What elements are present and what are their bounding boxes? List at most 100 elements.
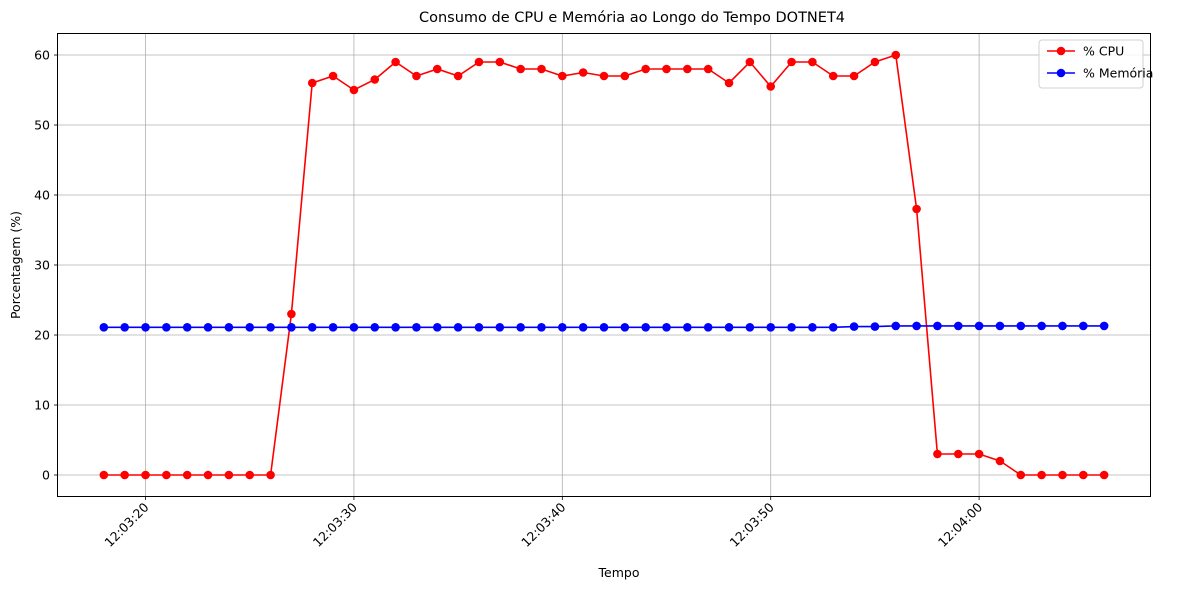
data-point: [245, 470, 255, 480]
data-point: [974, 321, 984, 331]
data-point: [1079, 321, 1088, 331]
data-point: [1099, 321, 1109, 331]
data-point: [162, 323, 171, 332]
data-point: [474, 57, 484, 67]
data-point: [224, 470, 234, 480]
data-point: [953, 449, 963, 459]
data-point: [203, 470, 213, 480]
data-point: [828, 71, 838, 81]
data-point: [349, 85, 359, 95]
data-point: [683, 323, 692, 332]
legend-marker: [1056, 46, 1066, 56]
data-point: [578, 68, 588, 77]
series-0: [99, 50, 1109, 480]
legend-label: % Memória: [1083, 66, 1153, 81]
grid: [58, 34, 1150, 496]
data-point: [412, 71, 421, 81]
data-point: [891, 321, 901, 331]
data-point: [1037, 470, 1046, 480]
data-point: [703, 64, 713, 74]
data-point: [995, 321, 1005, 331]
data-point: [453, 323, 463, 332]
data-point: [328, 323, 338, 332]
data-point: [349, 323, 359, 332]
data-point: [745, 323, 755, 332]
data-point: [724, 78, 734, 88]
data-point: [474, 323, 484, 332]
data-point: [203, 323, 213, 332]
data-point: [974, 449, 984, 459]
data-point: [870, 57, 880, 67]
data-point: [537, 323, 546, 332]
data-point: [766, 323, 776, 332]
data-point: [182, 470, 192, 480]
y-tick-label: 10: [34, 398, 50, 413]
data-point: [599, 71, 609, 81]
data-point: [287, 323, 296, 332]
data-point: [558, 323, 567, 332]
data-point: [1016, 470, 1026, 480]
data-point: [182, 323, 192, 332]
data-point: [516, 323, 525, 332]
y-tick-label: 0: [42, 468, 50, 483]
data-point: [266, 323, 275, 332]
data-point: [99, 470, 109, 480]
data-point: [495, 57, 505, 67]
data-point: [662, 64, 671, 74]
data-point: [683, 64, 692, 74]
y-tick-label: 40: [34, 188, 50, 203]
data-point: [162, 470, 171, 480]
data-point: [912, 204, 921, 214]
data-point: [933, 449, 942, 459]
legend-label: % CPU: [1083, 44, 1124, 59]
data-point: [412, 323, 421, 332]
data-point: [849, 71, 859, 81]
data-point: [287, 309, 296, 319]
legend-marker: [1056, 68, 1066, 78]
data-point: [516, 64, 525, 74]
data-point: [224, 323, 234, 332]
data-point: [495, 323, 505, 332]
y-tick-label: 60: [34, 48, 50, 63]
legend-item: % Memória: [1047, 66, 1153, 81]
data-point: [912, 321, 921, 331]
data-point: [1058, 321, 1067, 331]
data-point: [849, 322, 859, 331]
data-point: [120, 470, 129, 480]
data-point: [578, 323, 588, 332]
data-point: [391, 57, 400, 67]
data-point: [1037, 321, 1046, 331]
y-tick-label: 30: [34, 258, 50, 273]
data-point: [641, 323, 650, 332]
data-point: [120, 323, 129, 332]
data-point: [141, 323, 150, 332]
data-point: [370, 323, 380, 332]
y-tick-label: 20: [34, 328, 50, 343]
data-point: [724, 323, 734, 332]
data-point: [808, 57, 817, 67]
data-point: [307, 323, 317, 332]
data-point: [641, 64, 650, 74]
y-axis-label: Porcentagem (%): [8, 211, 23, 319]
data-point: [453, 71, 463, 81]
data-point: [307, 78, 317, 88]
y-axis: 0 10 20 30 40 50 60: [34, 48, 58, 483]
data-point: [787, 323, 796, 332]
data-point: [99, 323, 109, 332]
data-point: [1058, 470, 1067, 480]
data-point: [537, 64, 546, 74]
data-point: [662, 323, 671, 332]
chart-title: Consumo de CPU e Memória ao Longo do Tem…: [419, 10, 845, 26]
series-1: [99, 321, 1109, 332]
data-point: [953, 321, 963, 331]
data-point: [995, 456, 1005, 466]
data-point: [870, 322, 880, 331]
data-point: [599, 323, 609, 332]
data-point: [370, 75, 380, 84]
legend: % CPU % Memória: [1038, 39, 1153, 89]
data-point: [432, 64, 442, 74]
legend-item: % CPU: [1047, 44, 1124, 59]
data-point: [266, 470, 275, 480]
